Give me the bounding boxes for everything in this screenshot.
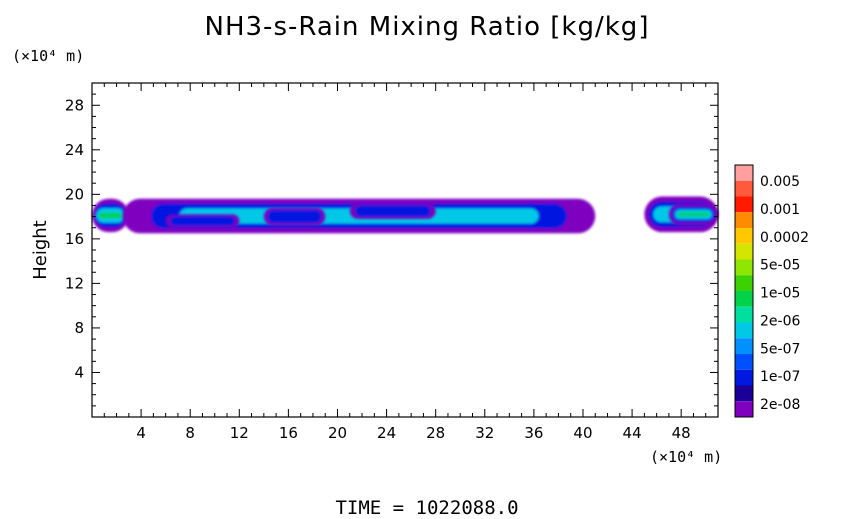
colorbar-swatch: [735, 369, 753, 386]
plot-frame: [91, 82, 719, 418]
y-tick-label: 16: [65, 230, 84, 248]
time-label: TIME = 1022088.0: [335, 497, 519, 519]
x-tick-label: 24: [377, 424, 396, 442]
data-region: [668, 203, 718, 226]
x-tick-label: 20: [328, 424, 347, 442]
data-region: [349, 203, 436, 219]
colorbar-swatch: [735, 385, 753, 402]
colorbar-swatch: [735, 196, 753, 213]
x-tick-label: 40: [573, 424, 592, 442]
y-tick-label: 12: [65, 274, 84, 292]
x-tick-label: 44: [623, 424, 642, 442]
chart-title: NH3-s-Rain Mixing Ratio [kg/kg]: [204, 12, 650, 42]
contour-band: [677, 212, 710, 217]
colorbar-frame: [734, 164, 754, 418]
y-axis-label: Height: [30, 220, 51, 280]
x-axis: 4 8 12 16 20 24 28 32 36 40 44 48: [103, 83, 707, 442]
colorbar-label: 0.0002: [760, 230, 809, 246]
plot-regions: [92, 196, 718, 234]
colorbar-label: 1e-05: [760, 286, 800, 302]
colorbar-swatch: [735, 228, 753, 244]
y-tick-label: 20: [65, 185, 84, 203]
y-axis: 4 8 12 16 20 24 28: [65, 93, 718, 407]
colorbar-swatch: [735, 322, 753, 339]
x-tick-label: 28: [426, 424, 445, 442]
colorbar-label: 0.005: [760, 174, 800, 190]
y-tick-label: 24: [65, 141, 84, 159]
contour-band: [170, 216, 235, 226]
contour-band: [98, 212, 123, 219]
x-tick-label: 16: [279, 424, 298, 442]
x-tick-label: 32: [475, 424, 494, 442]
x-tick-label: 12: [230, 424, 249, 442]
x-tick-label: 8: [185, 424, 195, 442]
colorbar-swatch: [735, 212, 753, 228]
colorbar-swatch: [735, 338, 753, 354]
colorbar-swatch: [735, 180, 753, 197]
contour-band: [267, 210, 322, 224]
x-tick-label: 36: [524, 424, 543, 442]
y-axis-unit: (×10⁴ m): [12, 47, 85, 65]
y-tick-label: 28: [65, 96, 84, 114]
colorbar-swatch: [735, 259, 753, 276]
colorbar-swatch: [735, 291, 753, 307]
colorbar: 0.005 0.001 0.0002 5e-05 1e-05 2e-06 5e-07 1e-0…: [734, 164, 809, 418]
colorbar-label: 1e-07: [760, 369, 800, 385]
colorbar-swatch: [735, 354, 753, 370]
data-region: [263, 207, 326, 226]
colorbar-label: 5e-05: [760, 258, 800, 274]
colorbar-label: 2e-08: [760, 397, 800, 413]
colorbar-swatch: [735, 165, 753, 181]
colorbar-label: 5e-07: [760, 341, 800, 357]
data-region: [165, 214, 240, 228]
y-tick-label: 8: [74, 319, 84, 337]
x-tick-label: 48: [672, 424, 691, 442]
x-axis-unit: (×10⁴ m): [650, 448, 723, 466]
colorbar-label: 2e-06: [760, 313, 800, 329]
contour-band: [354, 205, 431, 217]
colorbar-label: 0.001: [760, 202, 800, 218]
colorbar-swatch: [735, 306, 753, 323]
data-region: [92, 198, 129, 233]
colorbar-swatch: [735, 401, 753, 417]
y-tick-label: 4: [74, 363, 84, 381]
colorbar-swatch: [735, 243, 753, 260]
x-tick-label: 4: [136, 424, 146, 442]
colorbar-swatch: [735, 275, 753, 291]
